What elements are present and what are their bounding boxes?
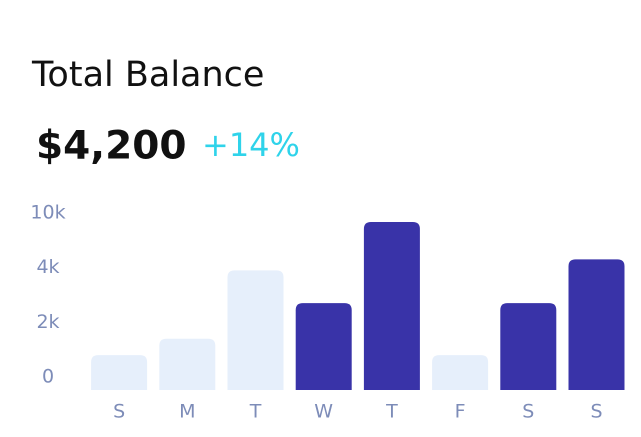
bar (159, 338, 216, 390)
balance-change: +14% (202, 126, 300, 164)
x-tick-label: W (314, 401, 333, 423)
x-tick-label: S (590, 401, 602, 423)
bar (363, 222, 420, 390)
x-tick-label: T (385, 401, 398, 423)
bar (295, 303, 352, 390)
bar (568, 259, 625, 390)
x-tick-label: F (455, 401, 466, 423)
x-tick-label: S (113, 401, 125, 423)
bar (432, 355, 489, 390)
y-tick-label: 2k (36, 311, 59, 333)
card-title: Total Balance (31, 55, 264, 95)
x-tick-label: S (522, 401, 534, 423)
y-tick-label: 10k (30, 201, 65, 223)
x-tick-label: T (249, 401, 262, 423)
y-tick-label: 4k (36, 256, 59, 278)
bar (500, 303, 557, 390)
bar (91, 355, 148, 390)
balance-amount: $4,200 (36, 124, 187, 169)
y-tick-label: 0 (42, 366, 54, 388)
x-tick-label: M (179, 401, 195, 423)
bar (227, 270, 284, 390)
